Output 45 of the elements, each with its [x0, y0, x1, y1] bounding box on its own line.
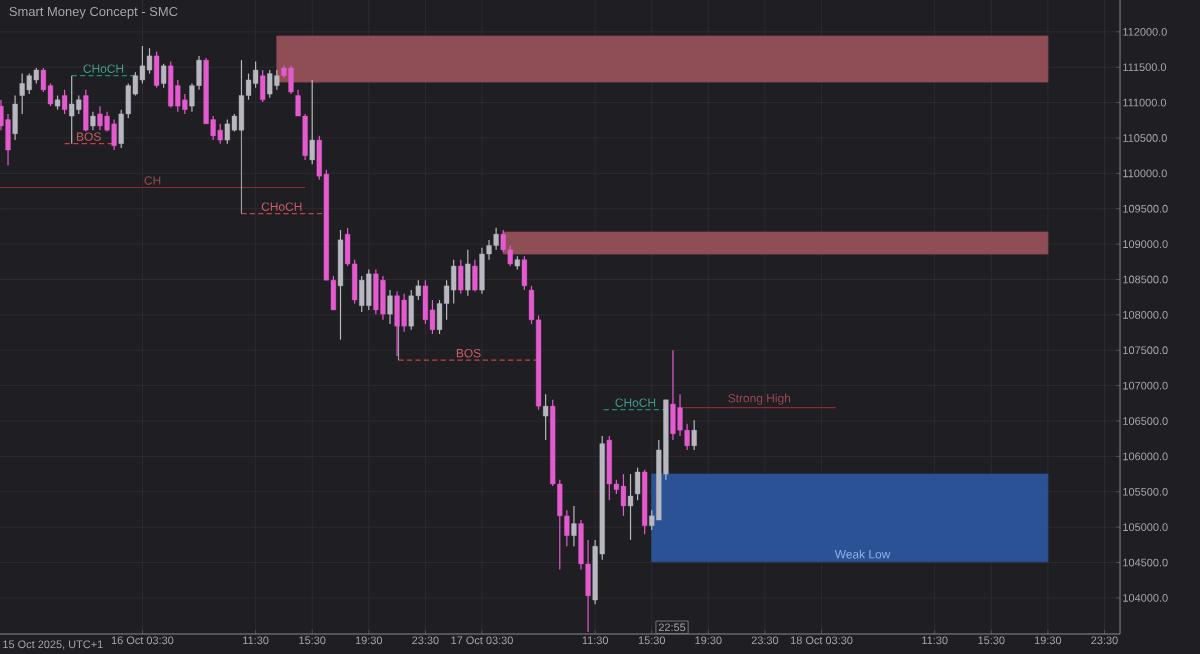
candlestick [97, 105, 103, 131]
candlestick [309, 79, 315, 165]
candlestick [161, 63, 167, 89]
candlestick [337, 229, 344, 341]
candlestick [267, 69, 273, 99]
candlestick [401, 293, 407, 333]
candlestick [543, 393, 549, 441]
candlestick [634, 467, 641, 501]
candlestick [479, 247, 485, 295]
candlestick [366, 268, 372, 311]
candlestick [620, 473, 627, 517]
candlestick [83, 89, 89, 133]
candlestick [465, 249, 471, 297]
candlestick [394, 290, 400, 357]
candlestick [69, 75, 75, 145]
candlestick [472, 259, 478, 293]
candlestick [182, 93, 188, 115]
candlestick [62, 89, 68, 115]
candlestick [359, 275, 365, 313]
candlestick [380, 275, 386, 321]
candlestick [627, 473, 634, 541]
candlestick [571, 505, 577, 547]
candlestick [373, 268, 379, 315]
candlestick [111, 118, 117, 151]
candlestick [260, 69, 266, 103]
candlestick [274, 69, 280, 91]
candlestick [691, 419, 697, 451]
candlestick [387, 289, 393, 325]
candlestick [408, 289, 414, 331]
candlestick [288, 65, 294, 95]
candlestick [168, 60, 174, 109]
candlestick [422, 279, 428, 325]
candlestick [90, 111, 96, 131]
candlestick [253, 60, 259, 89]
candlestick [224, 118, 230, 145]
candlestick [12, 94, 18, 141]
candlestick [76, 94, 82, 115]
candlestick [153, 51, 160, 89]
candlestick [670, 349, 676, 441]
candlestick [451, 259, 457, 305]
candlestick [19, 72, 25, 115]
candlestick [146, 47, 153, 75]
candlestick [606, 435, 612, 501]
candlestick [458, 259, 464, 295]
candlestick [217, 123, 223, 145]
